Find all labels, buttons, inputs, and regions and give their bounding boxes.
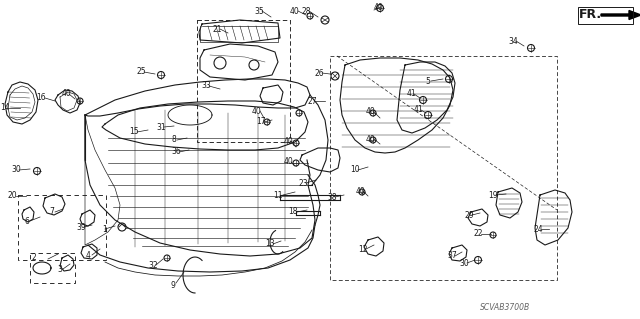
Text: 20: 20	[7, 191, 17, 201]
Bar	[30, 253, 75, 283]
Bar	[18, 195, 106, 260]
Text: 11: 11	[273, 190, 283, 199]
Text: 41: 41	[413, 106, 423, 115]
Bar	[330, 56, 557, 280]
Text: 3: 3	[58, 264, 63, 273]
Text: 8: 8	[172, 136, 177, 145]
Text: 16: 16	[36, 93, 46, 102]
Text: 37: 37	[447, 251, 457, 261]
Text: FR.: FR.	[579, 9, 602, 21]
Text: 40: 40	[373, 3, 383, 11]
Text: 19: 19	[488, 190, 498, 199]
Text: 2: 2	[31, 254, 36, 263]
Text: 40: 40	[252, 107, 262, 115]
Text: 23: 23	[298, 179, 308, 188]
Text: 28: 28	[301, 6, 311, 16]
Text: 40: 40	[290, 6, 300, 16]
Text: 15: 15	[129, 128, 139, 137]
Text: 40: 40	[61, 90, 71, 99]
Text: 1: 1	[102, 225, 108, 234]
Bar	[578, 7, 633, 24]
Text: 21: 21	[212, 25, 221, 33]
Text: 22: 22	[473, 229, 483, 239]
Text: 35: 35	[254, 6, 264, 16]
Text: 32: 32	[148, 261, 158, 270]
FancyArrow shape	[601, 11, 640, 19]
Text: 30: 30	[11, 166, 21, 174]
Text: 5: 5	[426, 77, 431, 85]
Text: 38: 38	[327, 192, 337, 202]
Text: 17: 17	[256, 117, 266, 127]
Text: 25: 25	[136, 68, 146, 77]
Text: 41: 41	[406, 90, 416, 99]
Text: 12: 12	[358, 244, 368, 254]
Text: 40: 40	[366, 135, 376, 144]
Text: 29: 29	[464, 211, 474, 219]
Text: 4: 4	[86, 250, 90, 259]
Text: 24: 24	[533, 225, 543, 234]
Text: 9: 9	[171, 281, 175, 291]
Text: 34: 34	[508, 36, 518, 46]
Text: 30: 30	[459, 258, 469, 268]
Text: 31: 31	[156, 122, 166, 131]
Text: 6: 6	[24, 218, 29, 226]
Text: 18: 18	[288, 207, 298, 217]
Text: 36: 36	[171, 147, 181, 157]
Text: 7: 7	[49, 207, 54, 217]
Text: 13: 13	[265, 240, 275, 249]
Text: 40: 40	[283, 158, 293, 167]
Text: 14: 14	[0, 103, 10, 113]
Text: 39: 39	[76, 222, 86, 232]
Text: 26: 26	[314, 69, 324, 78]
Text: 40: 40	[283, 137, 293, 145]
Bar	[197, 20, 290, 142]
Text: 33: 33	[201, 81, 211, 91]
Text: 27: 27	[307, 97, 317, 106]
Text: 10: 10	[350, 166, 360, 174]
Text: 40: 40	[355, 187, 365, 196]
Text: SCVAB3700B: SCVAB3700B	[480, 303, 531, 313]
Text: 40: 40	[366, 108, 376, 116]
